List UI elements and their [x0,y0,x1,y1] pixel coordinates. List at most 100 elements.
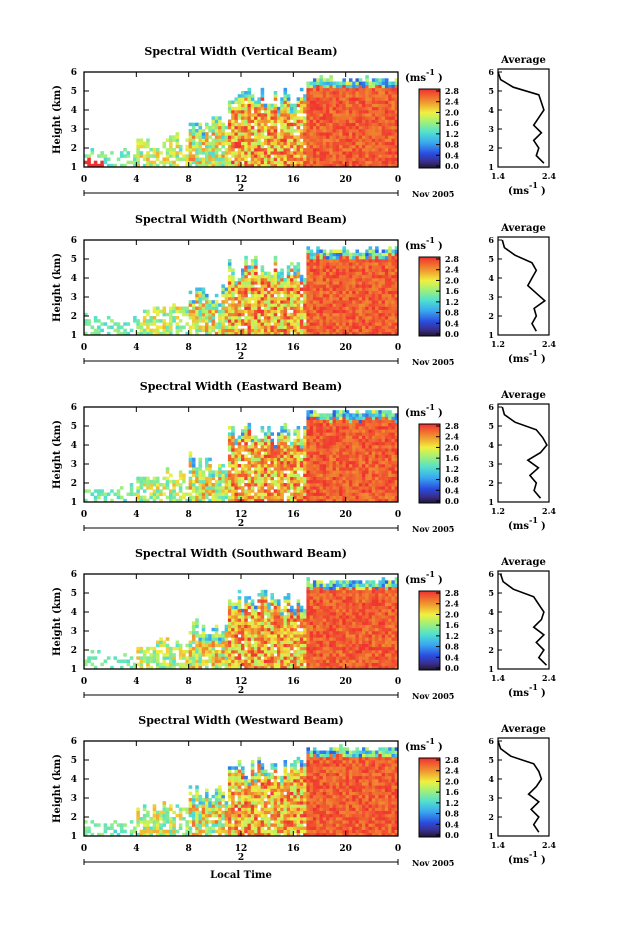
heatmap-cell [273,312,278,317]
heatmap-cell [290,138,294,142]
heatmap-cell [303,489,307,493]
heatmap-cell [312,262,317,266]
heatmap-cell [227,476,232,481]
heatmap-cell [348,144,353,149]
heatmap-cell [348,476,353,481]
heatmap-cell [371,116,376,120]
heatmap-cell [358,78,363,82]
heatmap-cell [316,148,320,152]
heatmap-cell [224,157,229,161]
heatmap-cell [381,410,386,414]
heatmap-cell [345,148,350,152]
heatmap-cell [250,438,255,443]
heatmap-cell [247,486,252,490]
heatmap-cell [263,473,268,477]
heatmap-cell [283,457,288,462]
heatmap-cell [201,486,206,490]
y-tick-label: 4 [71,441,77,451]
heatmap-cell [355,290,360,295]
heatmap-cell [280,160,284,165]
heatmap-cell [188,665,193,670]
heatmap-cell [87,656,91,660]
heatmap-cell [345,451,350,455]
heatmap-cell [352,116,356,120]
heatmap-cell [322,479,327,484]
heatmap-cell [309,489,314,493]
heatmap-cell [106,325,111,329]
heatmap-cell [312,290,317,295]
heatmap-cell [381,451,386,455]
avg-unit-close: ) [541,354,546,365]
heatmap-cell [290,103,294,108]
heatmap-cell [231,454,235,458]
heatmap-cell [342,476,346,481]
heatmap-cell [191,637,196,641]
heatmap-cell [155,151,160,155]
heatmap-cell [191,624,196,629]
x-tick-label: 20 [339,343,352,353]
heatmap-cell [378,122,382,127]
heatmap-cell [100,322,104,326]
heatmap-cell [371,426,376,430]
heatmap-cell [260,293,265,298]
heatmap-cell [394,300,399,304]
heatmap-cell [152,659,157,663]
heatmap-cell [316,297,320,301]
heatmap-cell [146,319,150,323]
heatmap-cell [254,122,258,127]
heatmap-cell [358,106,363,111]
heatmap-cell [371,265,376,269]
heatmap-cell [378,278,382,282]
heatmap-cell [247,473,252,477]
heatmap-cell [362,144,366,149]
heatmap-cell [306,278,310,282]
heatmap-cell [142,319,147,323]
heatmap-cell [322,297,327,301]
heatmap-cell [195,132,199,136]
heatmap-cell [100,163,104,168]
heatmap-cell [208,464,212,468]
heatmap-cell [322,281,327,285]
heatmap-cell [270,451,275,455]
heatmap-cell [273,281,278,285]
heatmap-cell [142,309,147,314]
heatmap-cell [303,160,307,165]
heatmap-cell [309,249,314,253]
heatmap-cell [254,262,258,266]
heatmap-cell [299,322,304,326]
heatmap-cell [146,141,150,146]
heatmap-cell [342,138,346,142]
heatmap-cell [394,435,399,439]
heatmap-cell [231,435,235,439]
heatmap-cell [335,293,340,298]
heatmap-cell [322,116,327,120]
heatmap-cell [270,103,275,108]
heatmap-cell [339,416,343,420]
heatmap-cell [303,486,307,490]
heatmap-cell [384,103,389,108]
heatmap-cell [188,631,193,635]
heatmap-cell [257,300,261,304]
heatmap-cell [286,489,291,493]
heatmap-cell [136,486,140,490]
heatmap-cell [326,331,330,336]
heatmap-cell [375,309,379,314]
heatmap-cell [335,106,340,111]
heatmap-cell [345,441,350,446]
heatmap-cell [358,94,363,98]
heatmap-cell [319,278,324,282]
heatmap-cell [263,103,268,108]
heatmap-cell [241,148,245,152]
heatmap-cell [270,319,275,323]
heatmap-cell [185,157,189,161]
heatmap-cell [299,287,304,291]
heatmap-cell [270,163,275,168]
heatmap-cell [293,319,297,323]
heatmap-cell [205,309,209,314]
heatmap-cell [188,148,193,152]
heatmap-cell [270,464,275,468]
heatmap-cell [322,284,327,288]
heatmap-cell [172,646,176,651]
heatmap-cell [299,274,304,279]
heatmap-cell [267,271,271,276]
